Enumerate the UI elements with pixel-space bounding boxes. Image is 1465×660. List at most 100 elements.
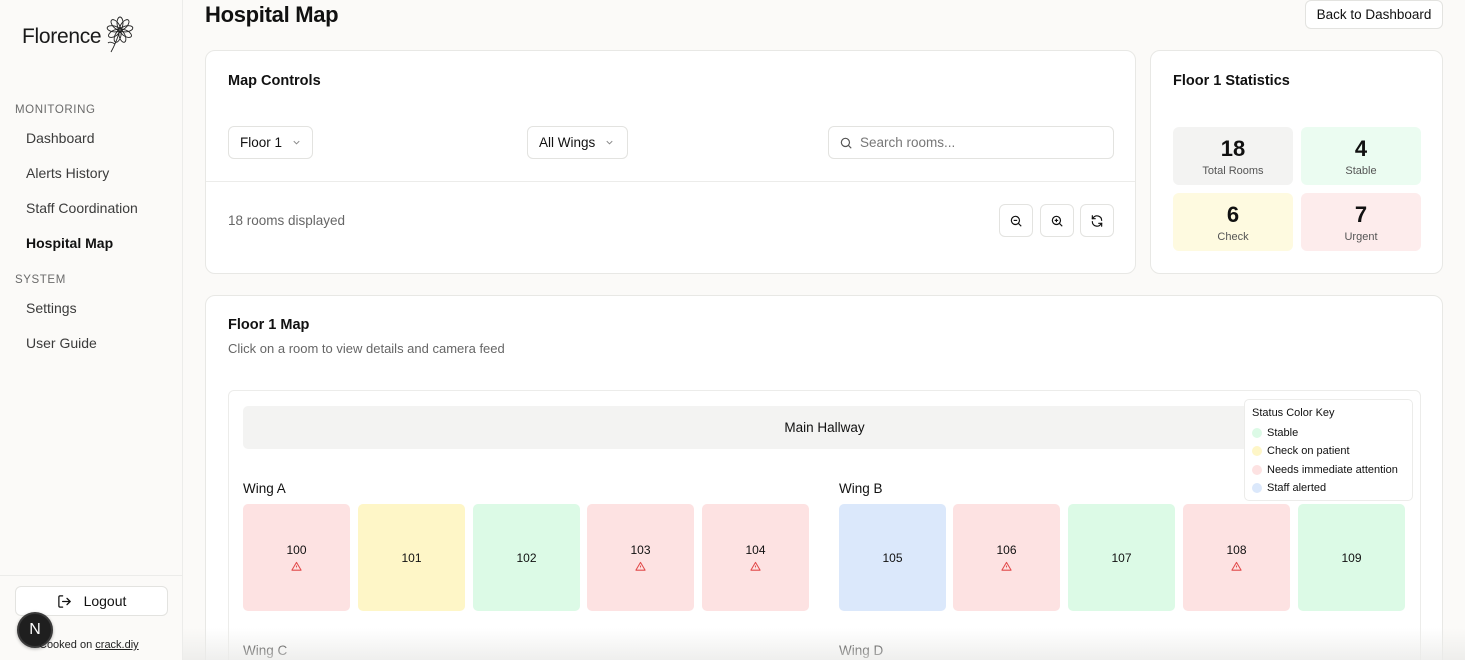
stat-total-rooms: 18 Total Rooms xyxy=(1173,127,1293,185)
refresh-icon xyxy=(1091,214,1103,227)
main-hallway: Main Hallway xyxy=(243,406,1406,449)
cooked-link[interactable]: crack.diy xyxy=(95,639,139,651)
room-tile[interactable]: 102 xyxy=(473,504,580,611)
wing-b-label: Wing B xyxy=(839,481,883,496)
legend-label: Staff alerted xyxy=(1267,482,1327,495)
legend-dot-stable xyxy=(1252,428,1262,439)
controls-divider xyxy=(206,181,1135,182)
floor-select-value: Floor 1 xyxy=(240,135,283,150)
sidebar: Florence MONITORING Dashboard Alerts His… xyxy=(0,0,183,660)
stat-total-value: 18 xyxy=(1220,136,1246,161)
chevron-down-icon xyxy=(293,140,300,145)
nav-section-monitoring: MONITORING xyxy=(15,104,96,116)
wing-c-label: Wing C xyxy=(243,643,288,658)
floor-map-area: Main Hallway Status Color Key Stable Che… xyxy=(228,390,1421,660)
room-tile[interactable]: 106 xyxy=(953,504,1060,611)
legend-dot-staff-alerted xyxy=(1252,483,1262,494)
wing-d-label: Wing D xyxy=(839,643,884,658)
sidebar-divider xyxy=(0,575,183,576)
floor-map-subtitle: Click on a room to view details and came… xyxy=(228,341,505,356)
stat-stable-value: 4 xyxy=(1354,136,1368,161)
stat-stable: 4 Stable xyxy=(1301,127,1421,185)
warning-triangle-icon xyxy=(1231,561,1242,571)
floor-select[interactable]: Floor 1 xyxy=(228,126,313,159)
stat-urgent-value: 7 xyxy=(1354,202,1368,227)
stat-urgent-label: Urgent xyxy=(1344,231,1378,243)
zoom-out-icon xyxy=(1010,215,1022,227)
room-number: 100 xyxy=(286,543,307,557)
sidebar-item-staff-coordination[interactable]: Staff Coordination xyxy=(26,200,138,216)
back-to-dashboard-button[interactable]: Back to Dashboard xyxy=(1305,0,1443,29)
room-number: 105 xyxy=(882,550,903,565)
sidebar-item-settings[interactable]: Settings xyxy=(26,300,77,316)
room-tile[interactable]: 108 xyxy=(1183,504,1290,611)
floor-statistics-card: Floor 1 Statistics 18 Total Rooms 4 Stab… xyxy=(1150,50,1443,274)
room-number: 106 xyxy=(996,543,1017,557)
room-number: 108 xyxy=(1226,543,1247,557)
stat-total-label: Total Rooms xyxy=(1202,165,1264,177)
room-number: 102 xyxy=(516,550,537,565)
room-number: 103 xyxy=(630,543,651,557)
logout-icon xyxy=(57,594,71,608)
room-tile[interactable]: 104 xyxy=(702,504,809,611)
wing-select[interactable]: All Wings xyxy=(527,126,628,159)
zoom-out-button[interactable] xyxy=(999,204,1033,237)
floor-statistics-title: Floor 1 Statistics xyxy=(1173,73,1290,89)
wing-select-value: All Wings xyxy=(539,135,596,150)
logo: Florence xyxy=(22,16,138,54)
warning-triangle-icon xyxy=(1001,561,1012,571)
warning-triangle-icon xyxy=(750,561,761,571)
legend-label: Check on patient xyxy=(1267,445,1350,458)
sidebar-item-dashboard[interactable]: Dashboard xyxy=(26,130,95,146)
stat-check-label: Check xyxy=(1217,231,1249,243)
floor-map-title: Floor 1 Map xyxy=(228,317,310,333)
refresh-button[interactable] xyxy=(1080,204,1114,237)
map-controls-card: Map Controls Floor 1 All Wings 18 rooms … xyxy=(205,50,1136,274)
floor-map-card: Floor 1 Map Click on a room to view deta… xyxy=(205,295,1443,660)
room-tile[interactable]: 103 xyxy=(587,504,694,611)
page-title: Hospital Map xyxy=(205,2,339,27)
legend-title: Status Color Key xyxy=(1252,407,1335,419)
warning-triangle-icon xyxy=(291,561,302,571)
search-icon xyxy=(840,137,852,149)
chevron-down-icon xyxy=(606,140,613,145)
legend-label: Stable xyxy=(1267,427,1299,440)
room-tile[interactable]: 109 xyxy=(1298,504,1405,611)
search-input[interactable] xyxy=(860,135,1100,150)
room-tile[interactable]: 100 xyxy=(243,504,350,611)
map-controls-title: Map Controls xyxy=(228,73,321,89)
room-number: 107 xyxy=(1111,550,1132,565)
stat-check: 6 Check xyxy=(1173,193,1293,251)
legend-label: Needs immediate attention xyxy=(1267,463,1398,476)
logout-label: Logout xyxy=(83,593,127,609)
legend-item: Needs immediate attention xyxy=(1252,461,1405,479)
legend-dot-check xyxy=(1252,446,1262,457)
stat-check-value: 6 xyxy=(1226,202,1240,227)
status-color-key: Status Color Key Stable Check on patient… xyxy=(1244,399,1413,501)
wing-a-label: Wing A xyxy=(243,481,286,496)
stat-stable-label: Stable xyxy=(1345,165,1377,177)
cooked-on-footer: Cooked on crack.diy xyxy=(39,639,139,651)
legend-item: Stable xyxy=(1252,424,1405,442)
sidebar-item-hospital-map[interactable]: Hospital Map xyxy=(26,235,114,251)
stat-urgent: 7 Urgent xyxy=(1301,193,1421,251)
legend-dot-urgent xyxy=(1252,464,1262,475)
room-tile[interactable]: 101 xyxy=(358,504,465,611)
avatar[interactable]: N xyxy=(17,612,53,648)
room-tile[interactable]: 107 xyxy=(1068,504,1175,611)
nav-section-system: SYSTEM xyxy=(15,274,66,286)
flower-logo-icon xyxy=(107,16,134,53)
rooms-displayed-count: 18 rooms displayed xyxy=(228,213,346,228)
room-tile[interactable]: 105 xyxy=(839,504,946,611)
logout-button[interactable]: Logout xyxy=(15,586,168,616)
sidebar-item-user-guide[interactable]: User Guide xyxy=(26,335,97,351)
legend-item: Check on patient xyxy=(1252,442,1405,460)
cooked-prefix: Cooked on xyxy=(39,639,93,651)
room-number: 104 xyxy=(745,543,766,557)
legend-item: Staff alerted xyxy=(1252,479,1405,497)
warning-triangle-icon xyxy=(635,561,646,571)
room-number: 101 xyxy=(401,550,422,565)
sidebar-item-alerts-history[interactable]: Alerts History xyxy=(26,165,110,181)
zoom-in-button[interactable] xyxy=(1040,204,1074,237)
logo-text: Florence xyxy=(22,25,102,48)
